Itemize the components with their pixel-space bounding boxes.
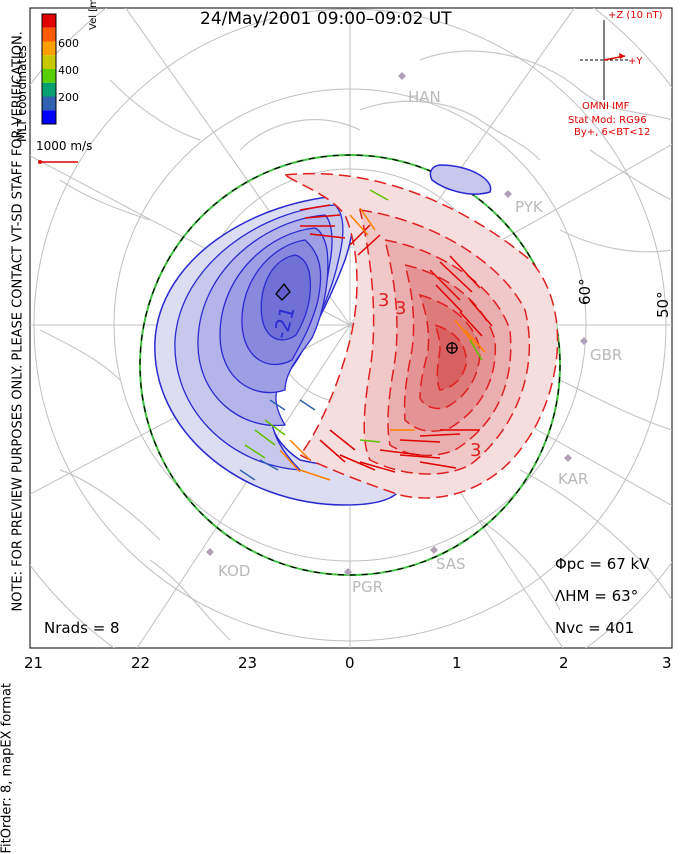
station-sas: SAS bbox=[436, 555, 466, 573]
colorbar-swatch bbox=[42, 14, 56, 28]
colorbar-swatch bbox=[42, 82, 56, 97]
n-rads-stat: Nrads = 8 bbox=[44, 619, 120, 637]
station-han: HAN bbox=[408, 88, 441, 106]
mlt-tick-23: 23 bbox=[238, 654, 258, 672]
imf-condition: By+, 6<BT<12 bbox=[574, 127, 651, 138]
potential-max-marker bbox=[446, 342, 458, 354]
colorbar-swatch bbox=[42, 110, 56, 124]
mlt-tick-2: 2 bbox=[559, 654, 569, 672]
boundary-dashed bbox=[139, 154, 561, 576]
station-pgr: PGR bbox=[352, 578, 384, 596]
station-kod: KOD bbox=[218, 562, 251, 580]
mlt-tick-21: 21 bbox=[24, 654, 44, 672]
colorbar-tick-400: 400 bbox=[58, 64, 79, 77]
colorbar-tick-200: 200 bbox=[58, 91, 79, 104]
colorbar-border bbox=[41, 13, 57, 125]
station-gbr: GBR bbox=[590, 346, 623, 364]
contour-label-pos-2: 3 bbox=[395, 298, 407, 319]
imf-clock bbox=[580, 20, 628, 100]
convection-map bbox=[29, 7, 673, 649]
mlt-tick-3: 3 bbox=[662, 654, 672, 672]
colorbar-swatch bbox=[42, 69, 56, 83]
fit-order-note: FitOrder: 8, mapEX format bbox=[0, 682, 15, 854]
colorbar-swatch bbox=[42, 55, 56, 69]
colorbar-label: Vel [m/s] bbox=[88, 0, 99, 30]
station-kar: KAR bbox=[558, 470, 589, 488]
contour-label-pos-1: 3 bbox=[378, 290, 390, 311]
coastlines bbox=[39, 50, 672, 641]
mlt-tick-22: 22 bbox=[131, 654, 151, 672]
station-pyk: PYK bbox=[515, 198, 543, 216]
velocity-vectors bbox=[239, 189, 493, 481]
colorbar-swatch bbox=[42, 41, 56, 56]
velocity-colorbar bbox=[41, 13, 57, 125]
plot-frame bbox=[29, 7, 673, 649]
coordinate-system-note: MLT coordinates bbox=[15, 45, 29, 142]
imf-y-label: +Y bbox=[628, 56, 643, 67]
imf-z-label: +Z (10 nT) bbox=[608, 10, 663, 21]
colorbar-tick-600: 600 bbox=[58, 37, 79, 50]
phi-pc-stat: Φpc = 67 kV bbox=[555, 555, 650, 573]
vector-scale-label: 1000 m/s bbox=[36, 139, 93, 153]
vector-scale-dot bbox=[38, 160, 42, 164]
colorbar-swatch bbox=[42, 96, 56, 111]
mlt-tick-1: 1 bbox=[452, 654, 462, 672]
n-vc-stat: Nvc = 401 bbox=[555, 619, 635, 637]
contour-label-pos-3: 3 bbox=[470, 440, 482, 461]
lambda-hm-stat: ΛHM = 63° bbox=[555, 587, 639, 605]
latitude-label-60: 60° bbox=[576, 278, 594, 305]
latitude-label-50: 50° bbox=[654, 291, 672, 318]
map-title: 24/May/2001 09:00–09:02 UT bbox=[200, 9, 452, 29]
mlt-tick-0: 0 bbox=[345, 654, 355, 672]
stat-model: Stat Mod: RG96 bbox=[568, 115, 647, 126]
station-markers bbox=[206, 72, 588, 576]
colorbar-swatch bbox=[42, 27, 56, 42]
imf-source: OMNI IMF bbox=[582, 101, 630, 112]
